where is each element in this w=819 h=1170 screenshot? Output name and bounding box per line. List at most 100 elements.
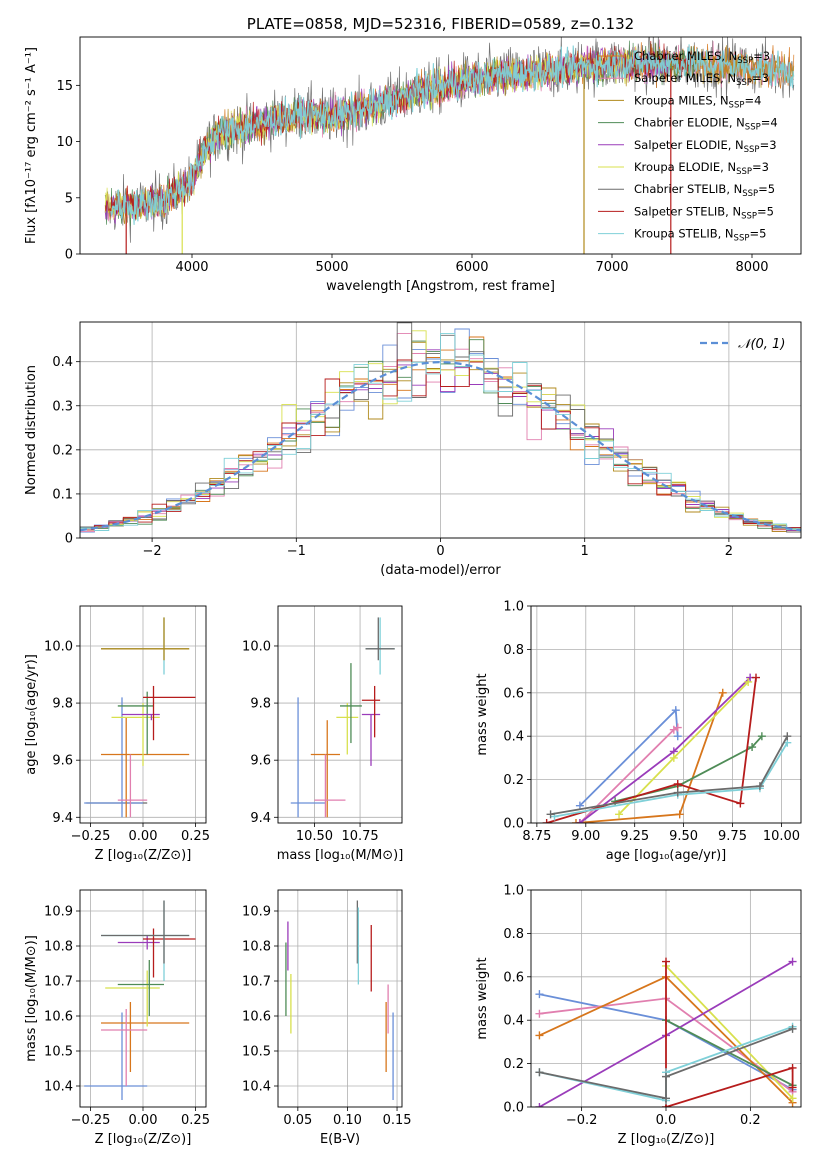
series-marker xyxy=(748,743,757,752)
massweight-vs-age-panel: 8.75 9.00 9.25 9.50 9.75 10.00 0.0 0.2 0.4 0.6 0.8… xyxy=(475,600,802,863)
legend-label: Kroupa STELIB, NSSP=5 xyxy=(634,227,766,244)
grid xyxy=(278,890,402,1107)
x-tick-label: 9.25 xyxy=(620,829,649,844)
axes: −2 −1 0 1 2 0 0.1 0.2 0.3 0.4 (data-model)/error No… xyxy=(24,321,802,578)
y-tick-label: 0.6 xyxy=(503,970,524,985)
series-marker xyxy=(757,732,766,741)
y-tick-label: 9.4 xyxy=(52,811,73,826)
legend-label-sub: SSP xyxy=(736,167,752,177)
x-tick-label: −2 xyxy=(143,544,162,559)
y-tick-label: 10 xyxy=(56,135,73,150)
x-tick-label: 0.2 xyxy=(740,1113,761,1128)
axes: −0.2 0.0 0.2 0.0 0.2 0.4 0.6 0.8 1.0 Z [log₁₀(Z/Z… xyxy=(475,884,802,1147)
series-marker xyxy=(788,957,797,966)
x-axis-label: mass [log₁₀(M/M⊙)] xyxy=(277,848,404,863)
axes-frame xyxy=(79,889,207,1108)
legend-label-sub: SSP xyxy=(729,100,745,110)
axes-frame xyxy=(79,605,207,824)
y-tick-label: 9.8 xyxy=(250,697,271,712)
y-tick-label: 10.7 xyxy=(242,975,271,990)
legend-label-sub: SSP xyxy=(737,56,753,66)
y-tick-label: 0 xyxy=(65,532,73,547)
y-tick-label: 1.0 xyxy=(503,884,524,899)
y-tick-label: 10.9 xyxy=(242,905,271,920)
series-marker xyxy=(718,688,727,697)
plot-area xyxy=(84,900,196,1100)
legend-label: Chabrier STELIB, NSSP=5 xyxy=(634,182,775,199)
x-tick-label: 9.00 xyxy=(571,829,600,844)
grid xyxy=(278,606,402,823)
series-marker xyxy=(783,732,792,741)
x-tick-label: 4000 xyxy=(175,260,208,275)
series-marker xyxy=(744,677,753,686)
massweight-vs-Z-panel: −0.2 0.0 0.2 0.0 0.2 0.4 0.6 0.8 1.0 Z [log₁₀(Z/Z… xyxy=(475,884,802,1147)
y-tick-label: 9.6 xyxy=(52,754,73,769)
series-marker xyxy=(535,990,544,999)
y-tick-label: 10.5 xyxy=(242,1045,271,1060)
legend-label: Salpeter MILES, NSSP=3 xyxy=(634,71,769,88)
x-tick-label: 0.00 xyxy=(129,829,158,844)
y-axis-label: mass weight xyxy=(475,957,490,1039)
x-tick-label: 2 xyxy=(725,544,733,559)
series-marker xyxy=(535,1103,544,1107)
series-line xyxy=(665,961,794,1107)
series-marker xyxy=(788,1094,797,1103)
residuals-panel: −2 −1 0 1 2 0 0.1 0.2 0.3 0.4 (data-model)/error No… xyxy=(24,321,802,578)
legend-label: Salpeter STELIB, NSSP=5 xyxy=(634,204,774,221)
legend-label-sub: SSP xyxy=(742,189,758,199)
y-tick-label: 0.4 xyxy=(503,730,524,745)
x-tick-label: 10.50 xyxy=(296,829,333,844)
legend-label: 𝒩(0, 1) xyxy=(738,337,785,352)
axes: 4000 5000 6000 7000 8000 0 5 10 15 wavelength [An… xyxy=(24,15,802,294)
chart-title: PLATE=0858, MJD=52316, FIBERID=0589, z=0… xyxy=(247,15,634,33)
series-marker xyxy=(615,810,624,819)
series-line xyxy=(579,708,679,807)
x-tick-label: 9.75 xyxy=(718,829,747,844)
legend-label-sub: SSP xyxy=(736,78,752,88)
y-tick-label: 9.4 xyxy=(250,811,271,826)
series-marker xyxy=(673,788,682,797)
x-tick-label: 0.0 xyxy=(656,1113,677,1128)
axes-frame xyxy=(277,889,403,1108)
x-axis-label: wavelength [Angstrom, rest frame] xyxy=(326,279,555,294)
series-marker xyxy=(662,1094,670,1103)
series-line xyxy=(550,735,789,816)
spectrum-line-3 xyxy=(104,40,696,226)
y-tick-label: 1.0 xyxy=(503,600,524,615)
series-marker xyxy=(662,957,670,966)
x-axis-label: Z [log₁₀(Z/Z⊙)] xyxy=(618,1132,715,1147)
y-tick-label: 0.4 xyxy=(503,1014,524,1029)
y-tick-label: 0.2 xyxy=(503,1057,524,1072)
legend-label-sub: SSP xyxy=(734,234,750,244)
y-tick-label: 0.4 xyxy=(52,355,73,370)
y-tick-label: 0.6 xyxy=(503,686,524,701)
series-marker xyxy=(671,706,680,715)
x-tick-label: 8000 xyxy=(735,260,768,275)
axes: 8.75 9.00 9.25 9.50 9.75 10.00 0.0 0.2 0.4 0.6 0.8… xyxy=(475,600,802,863)
series-marker xyxy=(662,1072,670,1081)
axes: −0.25 0.00 0.25 10.4 10.5 10.6 10.7 10.8 10.9 Z [… xyxy=(24,889,210,1147)
normal-curve xyxy=(80,360,801,532)
x-tick-label: 5000 xyxy=(315,260,348,275)
y-tick-label: 10.7 xyxy=(44,975,73,990)
y-tick-label: 0.0 xyxy=(503,817,524,832)
grid xyxy=(80,606,206,823)
y-tick-label: 0.2 xyxy=(52,443,73,458)
legend-label: Chabrier ELODIE, NSSP=4 xyxy=(634,116,778,133)
x-tick-label: 0.10 xyxy=(333,1113,362,1128)
age-vs-mass-panel: 10.50 10.75 9.4 9.6 9.8 10.0 mass [log₁₀(M/M⊙)… xyxy=(242,605,404,863)
y-tick-label: 5 xyxy=(65,191,73,206)
x-axis-label: (data-model)/error xyxy=(380,563,501,578)
plot-area xyxy=(285,900,394,1100)
y-tick-label: 0 xyxy=(65,248,73,263)
x-tick-label: 1 xyxy=(581,544,589,559)
grid xyxy=(80,890,206,1107)
x-tick-label: 7000 xyxy=(595,260,628,275)
x-axis-label: Z [log₁₀(Z/Z⊙)] xyxy=(95,1132,192,1147)
x-tick-label: 10.00 xyxy=(763,829,800,844)
x-tick-label: 0.05 xyxy=(283,1113,312,1128)
series-marker xyxy=(542,819,551,823)
legend-label-sub: SSP xyxy=(741,211,757,221)
series-marker xyxy=(535,1068,544,1077)
